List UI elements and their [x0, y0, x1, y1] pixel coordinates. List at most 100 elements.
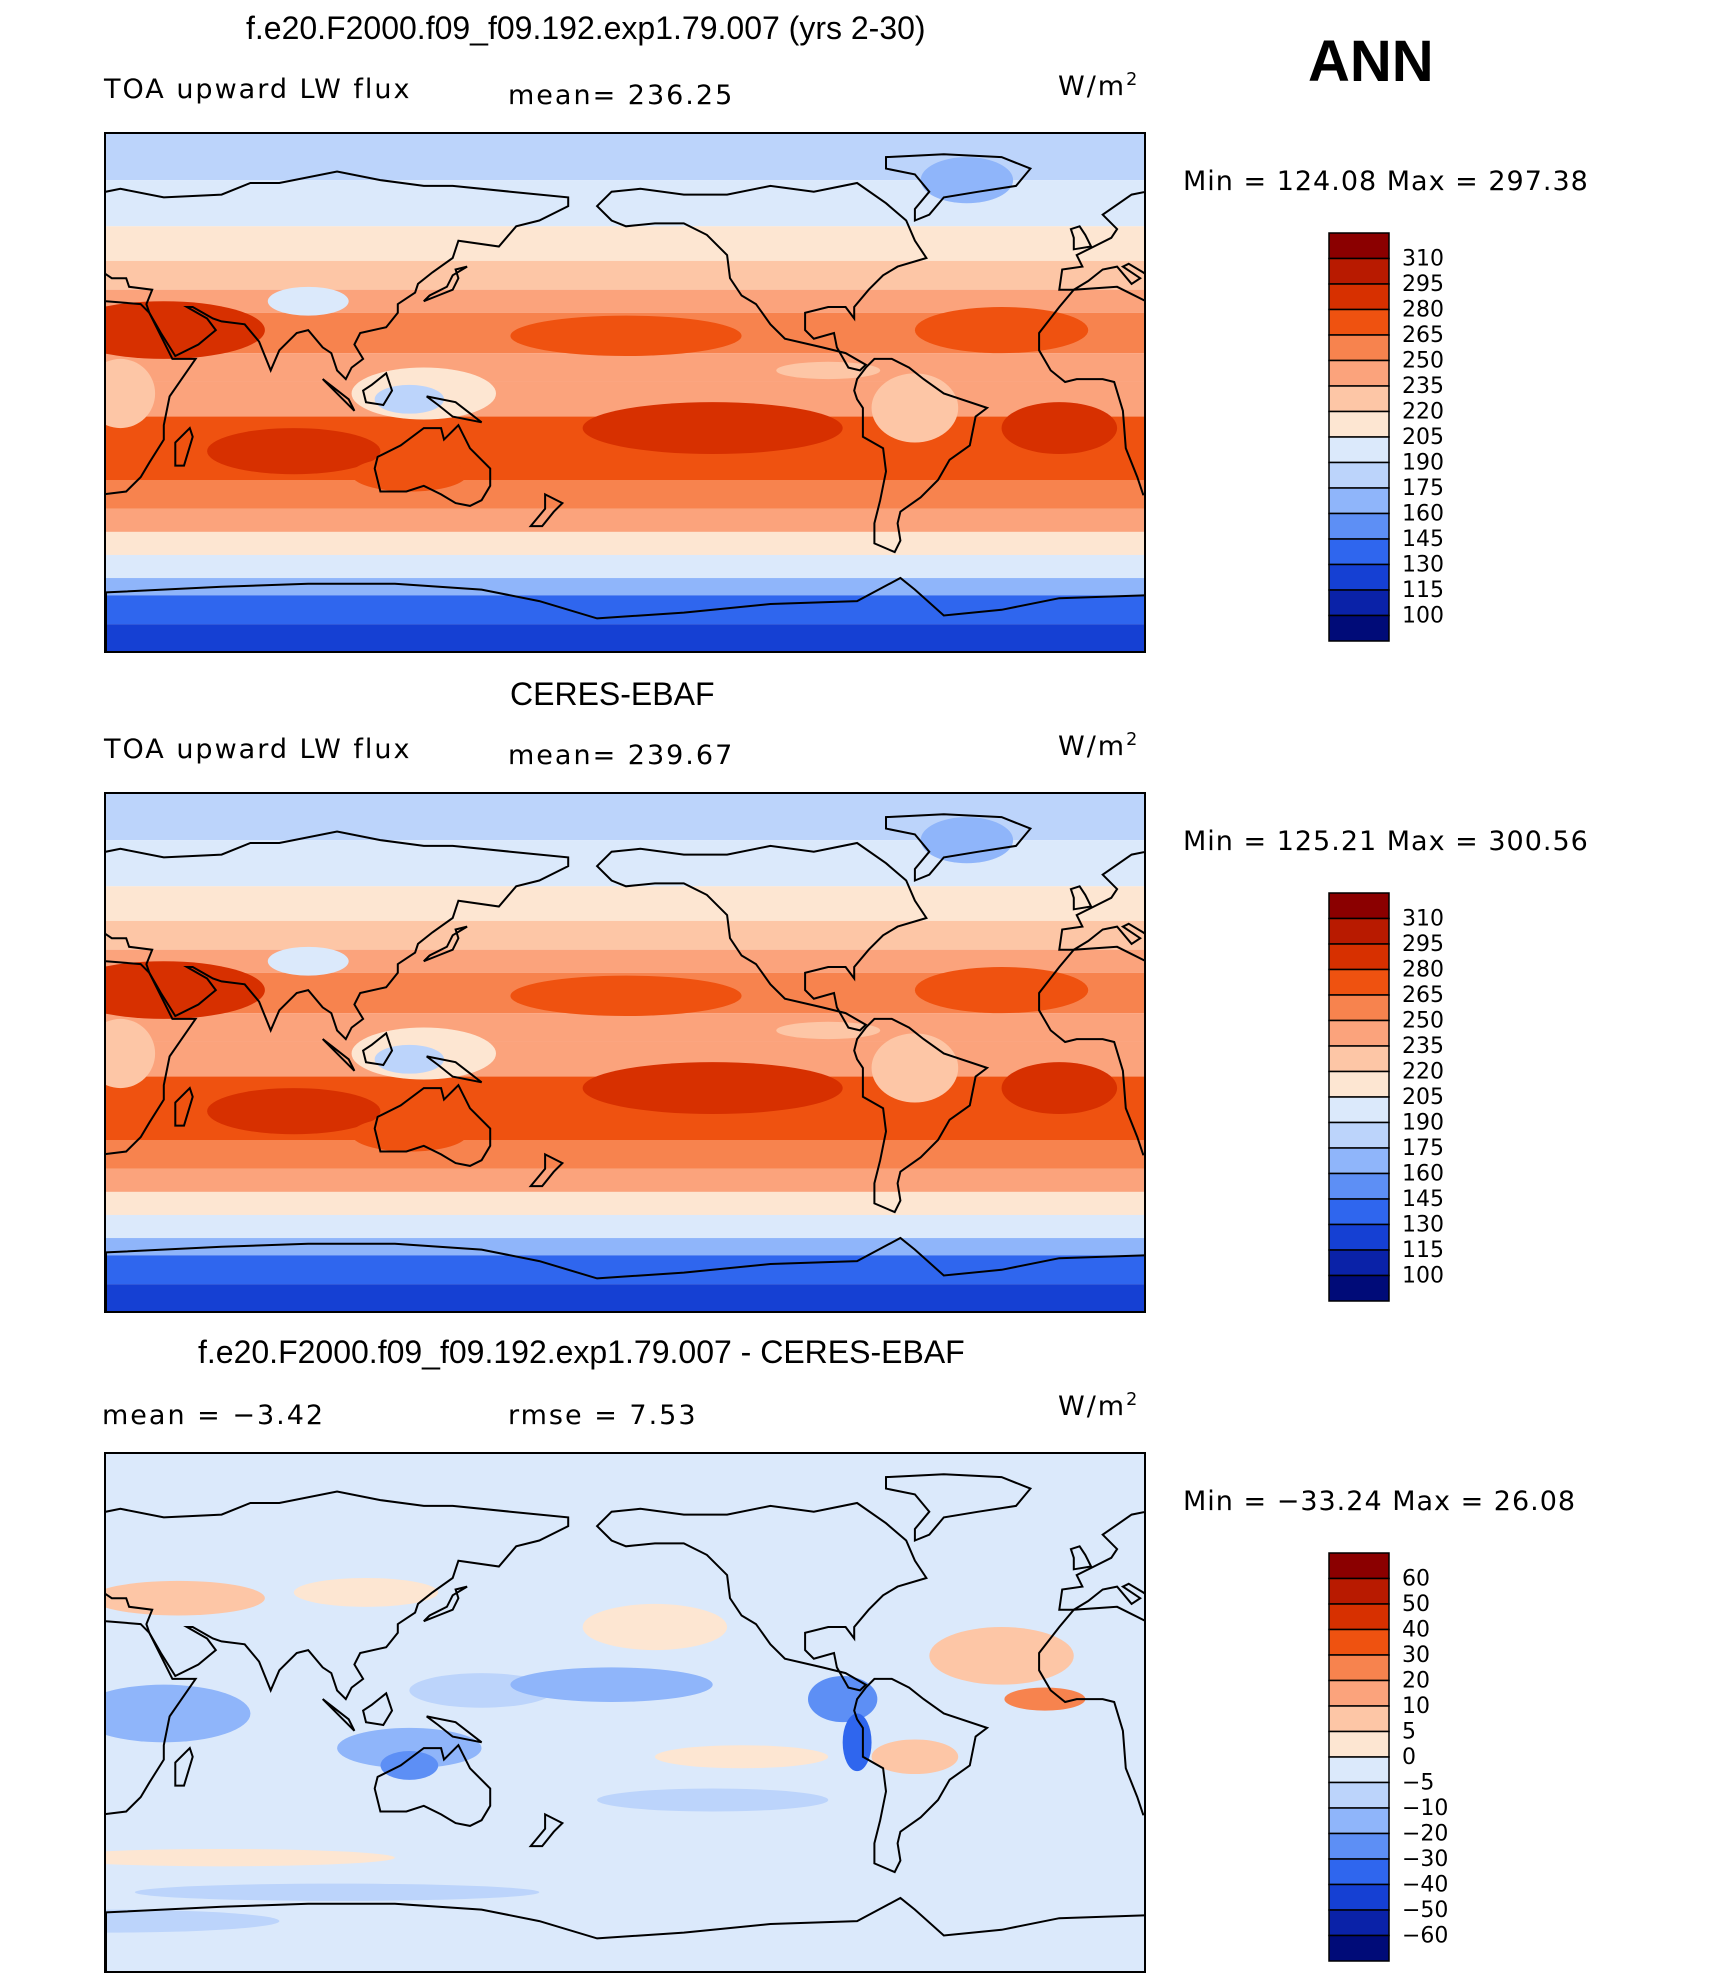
colorbar-swatch: [1328, 1121, 1390, 1149]
colorbar-tick-label: 40: [1402, 1618, 1430, 1643]
panel-2-colorbar: 310 295 280 265 250 235 220 205 190 175 160 145 130 1…: [1328, 892, 1468, 1304]
colorbar-swatch: [1328, 1756, 1390, 1784]
colorbar-tick-label: 145: [1402, 527, 1444, 552]
panel-2-variable-label: TOA upward LW flux: [104, 734, 412, 765]
colorbar-swatch: [1328, 1654, 1390, 1682]
colorbar-tick-label: −10: [1402, 1796, 1448, 1821]
map-field-svg: [106, 134, 1144, 651]
colorbar-tick-label: 10: [1402, 1694, 1430, 1719]
colorbar-swatch: [1328, 1934, 1390, 1962]
colorbar-tick-label: 115: [1402, 578, 1444, 603]
colorbar-tick-label: 5: [1402, 1720, 1416, 1745]
colorbar-tick-label: 250: [1402, 349, 1444, 374]
colorbar-swatch: [1328, 1807, 1390, 1835]
colorbar-swatch: [1328, 1705, 1390, 1733]
colorbar-tick-label: 235: [1402, 1034, 1444, 1059]
panel-3-mean-label: mean = −3.42: [102, 1400, 326, 1431]
colorbar-swatch: [1328, 232, 1390, 260]
colorbar-tick-label: 295: [1402, 272, 1444, 297]
colorbar-swatch: [1328, 1730, 1390, 1758]
colorbar-swatch: [1328, 589, 1390, 617]
colorbar-tick-label: 310: [1402, 247, 1444, 272]
panel-2-minmax: Min = 125.21 Max = 300.56: [1183, 826, 1589, 857]
colorbar-tick-label: 115: [1402, 1238, 1444, 1263]
colorbar-swatch: [1328, 892, 1390, 920]
colorbar-swatch: [1328, 308, 1390, 336]
colorbar-swatch: [1328, 1147, 1390, 1175]
colorbar-tick-label: 0: [1402, 1745, 1416, 1770]
colorbar-swatch: [1328, 1249, 1390, 1277]
colorbar-tick-label: 250: [1402, 1009, 1444, 1034]
colorbar-swatch: [1328, 1552, 1390, 1580]
colorbar-tick-label: 20: [1402, 1669, 1430, 1694]
colorbar-tick-label: −50: [1402, 1898, 1448, 1923]
colorbar-swatch: [1328, 385, 1390, 413]
colorbar-swatch: [1328, 968, 1390, 996]
panel-3-minmax: Min = −33.24 Max = 26.08: [1183, 1486, 1577, 1517]
colorbar-swatch: [1328, 1019, 1390, 1047]
panel-2-map: [104, 792, 1146, 1313]
colorbar-tick-label: 175: [1402, 1136, 1444, 1161]
colorbar-swatch: [1328, 563, 1390, 591]
colorbar-swatch: [1328, 1909, 1390, 1937]
colorbar-swatch: [1328, 334, 1390, 362]
panel-2-title: CERES-EBAF: [510, 676, 715, 712]
colorbar-tick-label: −40: [1402, 1873, 1448, 1898]
colorbar-swatch: [1328, 1198, 1390, 1226]
colorbar-swatch: [1328, 1223, 1390, 1251]
colorbar-swatch: [1328, 512, 1390, 540]
colorbar-tick-label: 220: [1402, 1060, 1444, 1085]
colorbar-swatch: [1328, 1781, 1390, 1809]
colorbar-tick-label: 295: [1402, 932, 1444, 957]
colorbar-swatch: [1328, 1096, 1390, 1124]
panel-2-mean-label: mean= 239.67: [508, 740, 735, 771]
colorbar-swatch: [1328, 487, 1390, 515]
colorbar-swatch: [1328, 1274, 1390, 1302]
colorbar-tick-label: −60: [1402, 1924, 1448, 1949]
panel-3-map: [104, 1452, 1146, 1973]
colorbar-tick-label: 280: [1402, 958, 1444, 983]
colorbar-tick-label: −20: [1402, 1822, 1448, 1847]
colorbar-tick-label: 220: [1402, 400, 1444, 425]
colorbar-swatch: [1328, 1883, 1390, 1911]
colorbar-swatch: [1328, 410, 1390, 438]
colorbar-tick-label: −30: [1402, 1847, 1448, 1872]
panel-3-rmse-label: rmse = 7.53: [508, 1400, 698, 1431]
colorbar-swatch: [1328, 1577, 1390, 1605]
colorbar-swatch: [1328, 436, 1390, 464]
colorbar-swatch: [1328, 1858, 1390, 1886]
colorbar-swatch: [1328, 283, 1390, 311]
colorbar-swatch: [1328, 461, 1390, 489]
colorbar-swatch: [1328, 1070, 1390, 1098]
panel-1-units: W/m2: [1058, 70, 1140, 102]
colorbar-tick-label: 280: [1402, 298, 1444, 323]
colorbar-svg: 3102952802652502352202051901751601451301…: [1328, 892, 1444, 1302]
colorbar-tick-label: 30: [1402, 1643, 1430, 1668]
colorbar-swatch: [1328, 257, 1390, 285]
colorbar-tick-label: 160: [1402, 502, 1444, 527]
colorbar-swatch: [1328, 1172, 1390, 1200]
colorbar-tick-label: 190: [1402, 451, 1444, 476]
panel-1-colorbar: 310 295 280 265 250 235 220 205 190 175 160 145 130 1…: [1328, 232, 1468, 644]
colorbar-tick-label: 265: [1402, 323, 1444, 348]
colorbar-tick-label: 265: [1402, 983, 1444, 1008]
panel-3-title: f.e20.F2000.f09_f09.192.exp1.79.007 - CE…: [198, 1334, 965, 1370]
colorbar-tick-label: 205: [1402, 425, 1444, 450]
colorbar-tick-label: 50: [1402, 1592, 1430, 1617]
panel-1-variable-label: TOA upward LW flux: [104, 74, 412, 105]
colorbar-swatch: [1328, 917, 1390, 945]
panel-2-units: W/m2: [1058, 730, 1140, 762]
colorbar-tick-label: 160: [1402, 1162, 1444, 1187]
colorbar-swatch: [1328, 1679, 1390, 1707]
colorbar-swatch: [1328, 359, 1390, 387]
panel-1-minmax: Min = 124.08 Max = 297.38: [1183, 166, 1589, 197]
panel-3-units: W/m2: [1058, 1390, 1140, 1422]
colorbar-tick-label: 190: [1402, 1111, 1444, 1136]
colorbar-tick-label: 100: [1402, 1264, 1444, 1289]
colorbar-tick-label: 175: [1402, 476, 1444, 501]
colorbar-tick-label: 60: [1402, 1567, 1430, 1592]
season-label: ANN: [1308, 29, 1434, 94]
colorbar-tick-label: 145: [1402, 1187, 1444, 1212]
panel-1-mean-label: mean= 236.25: [508, 80, 735, 111]
